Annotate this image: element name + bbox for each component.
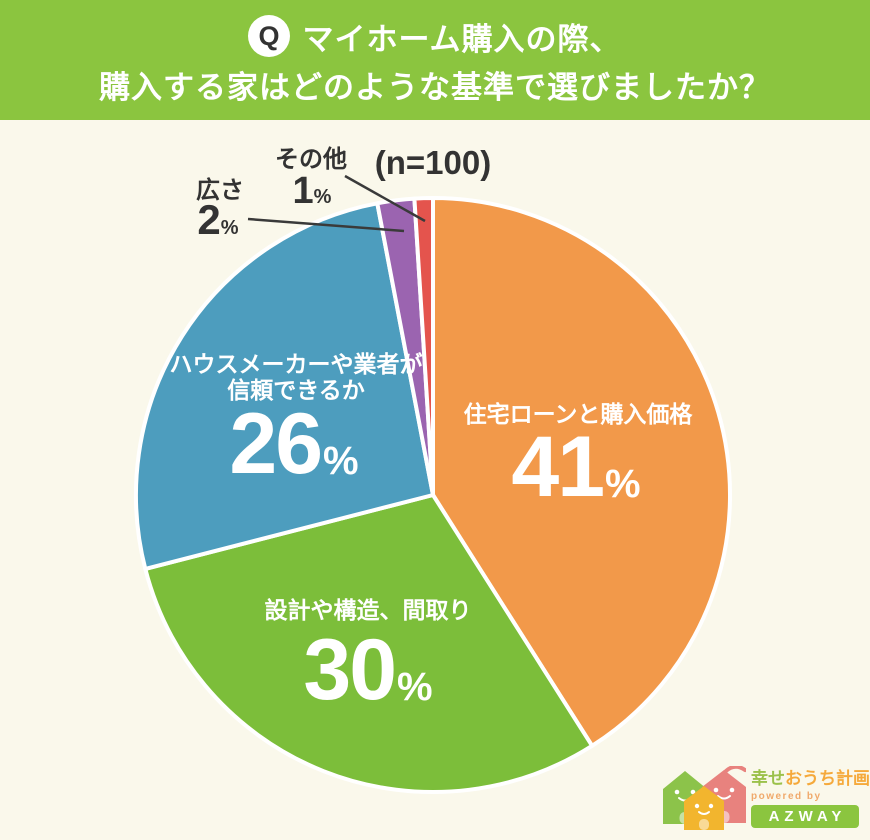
logo-brand-name: 幸せおうち計画: [751, 769, 870, 789]
label-maker: ハウスメーカーや業者が 信頼できるか: [170, 351, 423, 403]
value-hirosa-percent: %: [220, 217, 239, 239]
pie-slice-2: [133, 201, 435, 571]
value-sonota-number: 1: [292, 170, 314, 212]
value-hirosa-number: 2: [197, 196, 221, 243]
value-loan-number: 41: [511, 419, 605, 515]
value-maker-number: 26: [229, 396, 323, 492]
label-sonota: その他: [275, 146, 347, 173]
value-design-percent: %: [397, 665, 433, 709]
value-sonota: 1 %: [293, 172, 332, 210]
header-title-line2: 購入する家はどのような基準で選びましたか？: [99, 69, 771, 105]
value-loan: 41 %: [511, 424, 640, 510]
leader-line-hirosa: [247, 217, 405, 233]
value-maker: 26 %: [229, 401, 358, 487]
header-title-line1: マイホーム購入の際、: [302, 21, 622, 57]
pie-slice-4: [412, 196, 435, 497]
logo-brand-part1: 幸せ: [751, 769, 785, 789]
leader-line-sonota: [344, 174, 426, 223]
question-badge-icon: Q: [248, 15, 291, 57]
logo-powered-by: powered by: [751, 790, 822, 802]
sample-size-label: (n=100): [374, 144, 492, 181]
pie-slice-1: [143, 493, 595, 794]
label-maker-line1: ハウスメーカーや業者が: [169, 351, 423, 377]
header: Q マイホーム購入の際、 購入する家はどのような基準で選びましたか？: [0, 0, 870, 120]
label-maker-line2: 信頼できるか: [227, 377, 365, 403]
value-design: 30 %: [303, 627, 432, 713]
value-design-number: 30: [303, 622, 397, 718]
label-design: 設計や構造、間取り: [264, 597, 472, 623]
brand-logo: 幸せおうち計画 powered by AZWAY: [662, 763, 870, 835]
logo-text-block: 幸せおうち計画 powered by AZWAY: [751, 769, 870, 828]
value-hirosa: 2 %: [197, 199, 238, 241]
value-loan-percent: %: [605, 462, 641, 506]
value-sonota-percent: %: [313, 186, 332, 208]
logo-company-badge: AZWAY: [751, 804, 859, 828]
header-title-line1-row: Q マイホーム購入の際、: [248, 14, 621, 59]
houses-icon: [663, 766, 746, 830]
logo-brand-part2: おうち計画: [785, 769, 870, 789]
pie-slices: [133, 196, 733, 794]
label-hirosa: 広さ: [196, 177, 244, 204]
label-loan: 住宅ローンと購入価格: [463, 401, 693, 427]
value-maker-percent: %: [323, 439, 359, 483]
